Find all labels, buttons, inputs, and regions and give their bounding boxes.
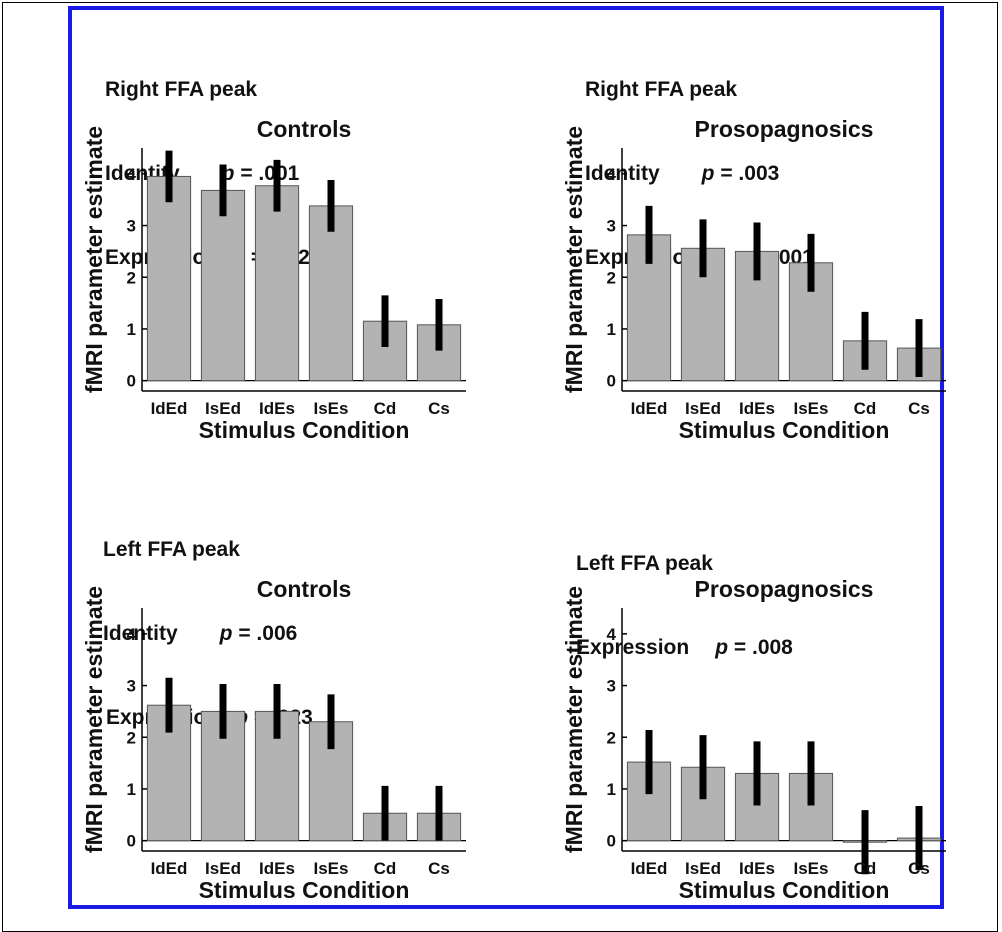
bar-chart: Controls fMRI parameter estimate Stimulus … <box>81 116 466 443</box>
x-tick-label: IdEs <box>739 859 775 878</box>
stats-p-symbol: p <box>701 162 715 185</box>
y-tick-label: 0 <box>127 832 136 851</box>
y-axis-label: fMRI parameter estimate <box>561 586 587 853</box>
x-tick-label: Cd <box>854 399 877 418</box>
y-tick-label: 4 <box>607 165 617 184</box>
x-tick-label: IsEs <box>794 399 829 418</box>
chart-title: Controls <box>257 576 352 602</box>
chart-title: Controls <box>257 116 352 142</box>
y-tick-label: 1 <box>127 780 136 799</box>
x-tick-label: IdEd <box>151 859 188 878</box>
stats-p-value: = .008 <box>728 636 793 659</box>
x-tick-label: Cd <box>374 859 397 878</box>
chart-title: Prosopagnosics <box>695 116 874 142</box>
chart-title: Prosopagnosics <box>695 576 874 602</box>
y-tick-label: 3 <box>607 677 616 696</box>
y-tick-label: 1 <box>607 780 616 799</box>
stats-header: Right FFA peak <box>585 78 738 101</box>
y-tick-label: 2 <box>127 728 136 747</box>
y-tick-label: 0 <box>607 372 616 391</box>
bar-chart: Prosopagnosics fMRI parameter estimate Sti… <box>561 116 946 443</box>
x-tick-label: Cd <box>854 859 877 878</box>
chart-panel-left-prosopagnosics: Left FFA peak Expression p = .008 Prosopa… <box>560 480 980 920</box>
x-tick-label: IsEs <box>794 859 829 878</box>
x-tick-label: IsEd <box>205 399 241 418</box>
y-tick-label: 1 <box>127 320 136 339</box>
y-tick-label: 3 <box>607 217 616 236</box>
x-tick-label: IdEd <box>631 399 668 418</box>
x-tick-label: Cs <box>428 399 450 418</box>
x-tick-label: Cd <box>374 399 397 418</box>
stats-block: Left FFA peak Expression p = .008 <box>576 494 793 718</box>
x-tick-label: Cs <box>428 859 450 878</box>
stats-row: Expression p = .008 <box>576 634 793 662</box>
bar-ises <box>308 205 354 382</box>
x-tick-label: IdEs <box>739 399 775 418</box>
y-tick-label: 3 <box>127 677 136 696</box>
y-tick-label: 0 <box>607 832 616 851</box>
y-tick-label: 2 <box>607 268 616 287</box>
stats-header: Left FFA peak <box>576 552 713 575</box>
y-tick-label: 4 <box>127 625 137 644</box>
x-tick-label: Cs <box>908 859 930 878</box>
y-tick-label: 2 <box>607 728 616 747</box>
x-axis-label: Stimulus Condition <box>679 877 890 903</box>
stats-p-value: = .006 <box>232 622 298 645</box>
x-tick-label: IsEd <box>205 859 241 878</box>
bar-chart: Prosopagnosics fMRI parameter estimate Sti… <box>561 576 946 903</box>
bar-ised <box>200 189 246 382</box>
stats-row: Identity p = .006 <box>103 620 313 648</box>
y-axis-label: fMRI parameter estimate <box>561 126 587 393</box>
x-tick-label: IsEs <box>314 859 349 878</box>
bar-ides <box>254 185 300 382</box>
y-tick-label: 2 <box>127 268 136 287</box>
x-axis-label: Stimulus Condition <box>679 417 890 443</box>
x-tick-label: IdEd <box>631 859 668 878</box>
x-tick-label: IdEs <box>259 859 295 878</box>
x-tick-label: IsEd <box>685 399 721 418</box>
x-tick-label: IsEs <box>314 399 349 418</box>
stats-label: Identity <box>103 622 178 645</box>
y-axis-label: fMRI parameter estimate <box>81 586 107 853</box>
stats-p-symbol: p <box>715 636 729 659</box>
x-tick-label: IsEd <box>685 859 721 878</box>
y-tick-label: 4 <box>607 625 617 644</box>
x-tick-label: IdEs <box>259 399 295 418</box>
y-axis-label: fMRI parameter estimate <box>81 126 107 393</box>
bar-chart: Controls fMRI parameter estimate Stimulus … <box>81 576 466 903</box>
stats-header: Left FFA peak <box>103 538 240 561</box>
x-axis-label: Stimulus Condition <box>199 417 410 443</box>
y-tick-label: 1 <box>607 320 616 339</box>
y-tick-label: 4 <box>127 165 137 184</box>
x-tick-label: Cs <box>908 399 930 418</box>
stats-p-symbol: p <box>219 622 233 645</box>
x-tick-label: IdEd <box>151 399 188 418</box>
stats-p-value: = .003 <box>714 162 780 185</box>
y-tick-label: 0 <box>127 372 136 391</box>
x-axis-label: Stimulus Condition <box>199 877 410 903</box>
y-tick-label: 3 <box>127 217 136 236</box>
bar-ided <box>146 175 192 382</box>
stats-header: Right FFA peak <box>105 78 258 101</box>
stats-label: Expression <box>576 636 690 659</box>
